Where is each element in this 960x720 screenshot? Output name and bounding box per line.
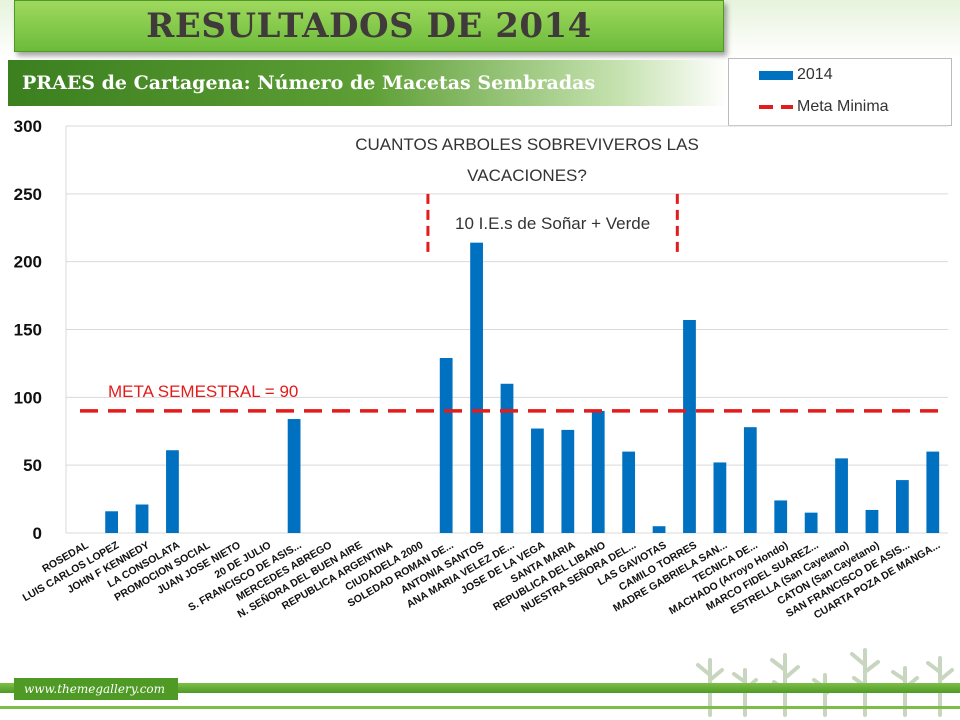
y-axis-ticks: 0 50 100 150 200 250 300 xyxy=(14,117,42,543)
bar-24 xyxy=(804,512,818,533)
bar-13 xyxy=(470,242,483,533)
bottom-rule xyxy=(0,706,960,709)
bar-23 xyxy=(774,500,788,533)
bar-12 xyxy=(439,357,453,533)
chart-subtitle: PRAES de Cartagena: Número de Macetas Se… xyxy=(22,72,596,94)
legend-entry-meta: Meta Minima xyxy=(759,97,889,117)
bar-27 xyxy=(895,480,909,533)
y-tick-label: 0 xyxy=(33,524,42,543)
bar-19 xyxy=(652,526,666,533)
bar-2 xyxy=(135,504,149,533)
bar-28 xyxy=(926,451,940,533)
footer-tab: www.themegallery.com xyxy=(14,678,178,700)
y-tick-label: 100 xyxy=(14,388,42,407)
legend-label-meta: Meta Minima xyxy=(797,98,889,115)
bar-1 xyxy=(105,511,119,533)
y-tick-label: 200 xyxy=(14,253,42,272)
bars xyxy=(105,242,940,533)
bar-16 xyxy=(561,429,575,533)
y-tick-label: 50 xyxy=(23,456,42,475)
footer-band xyxy=(0,683,960,693)
legend-bar-swatch xyxy=(759,70,793,80)
annotations: META SEMESTRAL = 90 CUANTOS ARBOLES SOBRE… xyxy=(80,135,944,413)
bar-18 xyxy=(622,451,636,533)
bar-7 xyxy=(287,419,301,533)
y-tick-label: 150 xyxy=(14,321,42,340)
y-tick-label: 300 xyxy=(14,117,42,136)
footer-url: www.themegallery.com xyxy=(24,682,166,696)
bar-17 xyxy=(591,410,605,533)
group-label: 10 I.E.s de Soñar + Verde xyxy=(455,214,650,233)
plant-decoration-icon xyxy=(696,648,954,717)
bar-21 xyxy=(713,462,727,533)
legend-label-2014: 2014 xyxy=(797,66,833,83)
bar-25 xyxy=(835,458,848,533)
bar-3 xyxy=(166,450,179,533)
subtitle-banner: PRAES de Cartagena: Número de Macetas Se… xyxy=(8,60,728,106)
title-banner: RESULTADOS DE 2014 xyxy=(14,0,724,52)
chart-legend: 2014 Meta Minima xyxy=(728,58,952,126)
question-line-2: VACACIONES? xyxy=(467,166,587,185)
y-tick-label: 250 xyxy=(14,185,42,204)
legend-dash-swatch xyxy=(759,105,793,109)
meta-label: META SEMESTRAL = 90 xyxy=(108,382,298,401)
bar-15 xyxy=(531,428,544,533)
page-title: RESULTADOS DE 2014 xyxy=(146,6,592,46)
bar-14 xyxy=(500,383,514,533)
question-line-1: CUANTOS ARBOLES SOBREVIVEROS LAS xyxy=(355,135,699,154)
bar-22 xyxy=(743,427,757,533)
bar-20 xyxy=(683,320,696,533)
legend-entry-2014: 2014 xyxy=(759,65,833,85)
bar-26 xyxy=(865,509,879,533)
